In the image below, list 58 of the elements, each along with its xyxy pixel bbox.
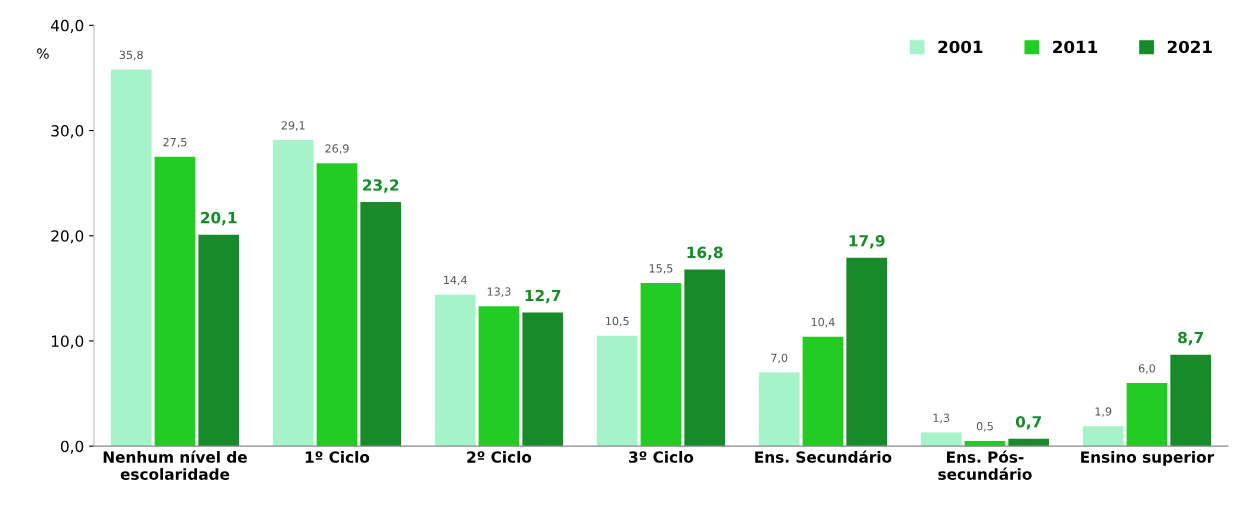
- bar: [1170, 354, 1212, 447]
- data-label: 0,5: [976, 422, 993, 432]
- bar: [596, 335, 638, 447]
- data-label: 26,9: [325, 144, 349, 154]
- x-tick-label: 3º Ciclo: [629, 451, 694, 463]
- data-label: 10,5: [606, 316, 629, 327]
- y-tick-label: 10,0: [51, 335, 84, 349]
- y-tick-label: 40,0: [50, 19, 84, 33]
- data-label: 14,4: [444, 275, 467, 286]
- data-label: 27,5: [163, 137, 187, 148]
- y-tick-label: 0,0: [60, 440, 84, 454]
- bar: [964, 440, 1006, 447]
- data-label: 17,9: [849, 235, 885, 249]
- data-label: 15,5: [649, 264, 673, 274]
- data-label: 13,3: [487, 287, 511, 297]
- bar: [434, 294, 476, 447]
- x-tick-label: Nenhum nível de escolaridade: [103, 450, 247, 480]
- data-label: 35,8: [119, 50, 143, 61]
- x-tick-label: 2º Ciclo: [467, 451, 532, 463]
- data-label: 23,2: [363, 179, 399, 193]
- bar: [198, 234, 240, 447]
- legend-label: 2001: [938, 40, 983, 54]
- bar: [1008, 438, 1050, 447]
- bar: [920, 432, 962, 447]
- x-tick-label: Ens. Pós- secundário: [938, 450, 1032, 480]
- bar: [846, 257, 888, 447]
- data-label: 7,0: [771, 353, 788, 364]
- bar: [272, 140, 314, 447]
- data-label: 1,3: [933, 413, 950, 424]
- data-label: 20,1: [201, 211, 237, 226]
- bar: [684, 269, 726, 447]
- data-label: 0,7: [1015, 415, 1041, 430]
- bar: [802, 336, 844, 447]
- bar: [758, 372, 800, 447]
- x-tick-label: Ensino superior: [1081, 451, 1215, 466]
- bar: [110, 69, 152, 447]
- data-label: 10,4: [811, 317, 835, 328]
- x-tick-label: Ens. Secundário: [755, 450, 892, 463]
- data-label: 16,8: [687, 246, 723, 261]
- bar: [360, 202, 402, 447]
- bar: [478, 306, 520, 447]
- data-label: 12,7: [525, 289, 561, 304]
- y-axis-title: %: [37, 48, 49, 59]
- data-label: 6,0: [1138, 364, 1156, 374]
- legend-label: 2011: [1053, 40, 1098, 54]
- y-tick-label: 30,0: [51, 125, 84, 139]
- y-tick-label: 20,0: [51, 230, 84, 244]
- bar: [1126, 383, 1168, 447]
- bar: [154, 156, 196, 447]
- x-tick-label: 1º Ciclo: [305, 451, 370, 463]
- bar: [1082, 426, 1124, 447]
- bar: [522, 312, 564, 447]
- bar: [640, 283, 682, 447]
- data-label: 29,1: [281, 121, 305, 131]
- data-label: 1,9: [1095, 407, 1112, 417]
- bar: [316, 163, 358, 447]
- data-label: 8,7: [1178, 331, 1203, 346]
- legend-label: 2021: [1167, 40, 1212, 54]
